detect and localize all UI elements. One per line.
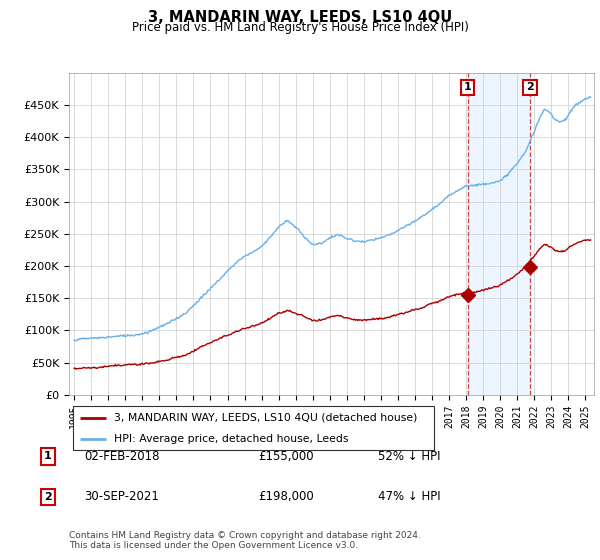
Text: 2: 2 bbox=[44, 492, 52, 502]
Text: 02-FEB-2018: 02-FEB-2018 bbox=[84, 450, 160, 463]
Text: £198,000: £198,000 bbox=[258, 490, 314, 503]
Text: 3, MANDARIN WAY, LEEDS, LS10 4QU: 3, MANDARIN WAY, LEEDS, LS10 4QU bbox=[148, 10, 452, 25]
Text: 30-SEP-2021: 30-SEP-2021 bbox=[84, 490, 159, 503]
Text: 1: 1 bbox=[464, 82, 472, 92]
FancyBboxPatch shape bbox=[73, 406, 434, 450]
Bar bbox=[467, 73, 530, 395]
Text: £155,000: £155,000 bbox=[258, 450, 314, 463]
Text: 47% ↓ HPI: 47% ↓ HPI bbox=[378, 490, 440, 503]
Text: Price paid vs. HM Land Registry's House Price Index (HPI): Price paid vs. HM Land Registry's House … bbox=[131, 21, 469, 34]
Text: Contains HM Land Registry data © Crown copyright and database right 2024.
This d: Contains HM Land Registry data © Crown c… bbox=[69, 531, 421, 550]
Text: 1: 1 bbox=[44, 451, 52, 461]
Text: 2: 2 bbox=[526, 82, 534, 92]
Text: 52% ↓ HPI: 52% ↓ HPI bbox=[378, 450, 440, 463]
Text: HPI: Average price, detached house, Leeds: HPI: Average price, detached house, Leed… bbox=[113, 435, 348, 444]
Text: 3, MANDARIN WAY, LEEDS, LS10 4QU (detached house): 3, MANDARIN WAY, LEEDS, LS10 4QU (detach… bbox=[113, 413, 417, 423]
